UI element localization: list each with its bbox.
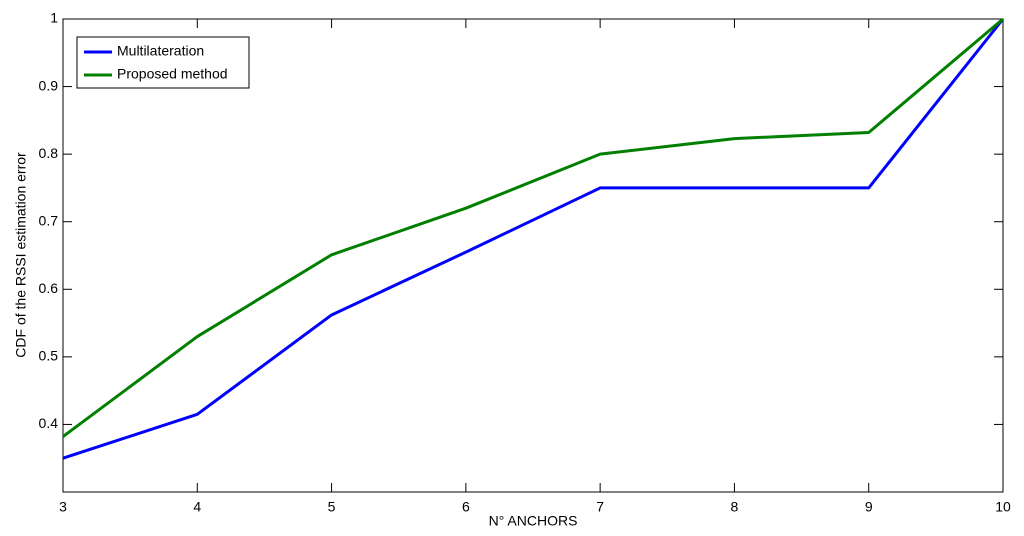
y-tick-label: 1 (50, 10, 58, 26)
x-tick-label: 4 (193, 499, 201, 515)
y-tick-label: 0.9 (39, 77, 59, 93)
x-tick-label: 7 (596, 499, 604, 515)
legend-box (76, 36, 250, 89)
data-line (62, 17, 1004, 438)
y-tick-label: 0.7 (39, 212, 59, 228)
y-tick-label: 0.4 (39, 415, 59, 431)
legend-label: Multilateration (117, 43, 204, 59)
data-line (62, 18, 1005, 460)
y-tick-label: 0.6 (39, 280, 59, 296)
x-tick-label: 8 (731, 499, 739, 515)
x-tick-label: 10 (995, 499, 1011, 515)
plot-area (62, 18, 1004, 493)
y-axis-label: CDF of the RSSI estimation error (13, 152, 29, 358)
x-tick-label: 9 (865, 499, 873, 515)
x-tick-label: 5 (328, 499, 336, 515)
y-tick-label: 0.5 (39, 348, 59, 364)
y-tick-label: 0.8 (39, 145, 59, 161)
x-tick-label: 6 (462, 499, 470, 515)
legend-label: Proposed method (117, 66, 228, 82)
x-tick-label: 3 (59, 499, 67, 515)
x-axis-label: N° ANCHORS (489, 513, 578, 529)
